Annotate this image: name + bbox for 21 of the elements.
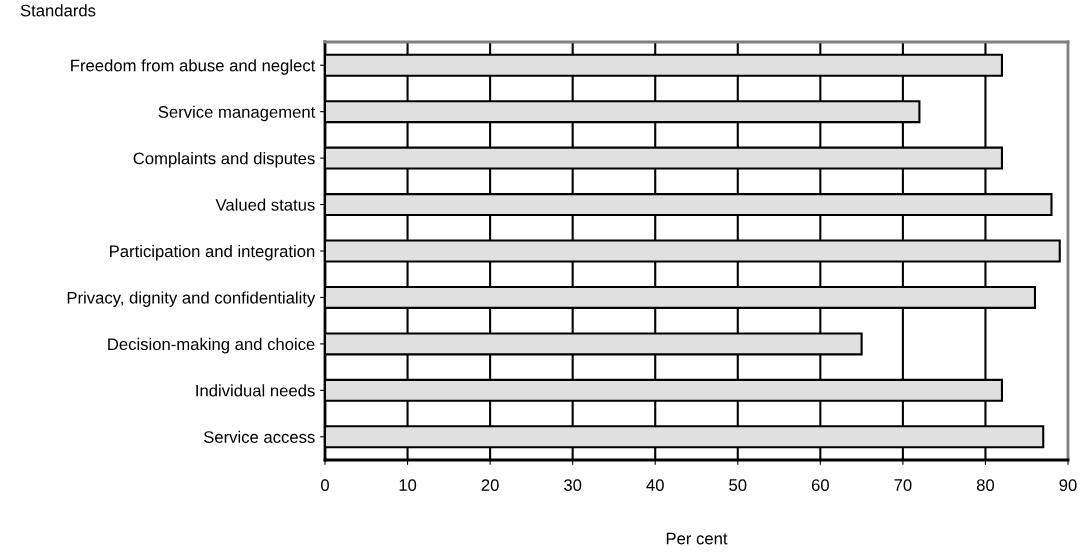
x-tick-label: 90 (1059, 479, 1077, 491)
y-tick-label: Service access (203, 430, 315, 443)
x-tick-label: 60 (811, 479, 829, 491)
x-tick-label: 20 (481, 479, 499, 491)
x-tick-label: 30 (564, 479, 582, 491)
x-tick-label: 0 (321, 479, 329, 491)
y-tick-label: Participation and integration (110, 244, 315, 261)
x-axis-title: Per cent (666, 532, 728, 545)
y-tick-label: Complaints and disputes (133, 152, 315, 168)
y-tick-label: Decision-making and choice (108, 337, 315, 354)
x-tick-label: 80 (976, 479, 995, 491)
y-axis-title: Standards (20, 4, 96, 17)
x-tick-label: 50 (729, 479, 747, 491)
y-tick-label: Privacy, dignity and confidentiality (67, 291, 316, 307)
x-tick-label: 40 (646, 479, 664, 491)
x-tick-label: 70 (894, 479, 912, 491)
y-tick-label: Individual needs (196, 384, 315, 397)
y-tick-label: Freedom from abuse and neglect (71, 59, 316, 75)
x-tick-label: 10 (399, 479, 417, 491)
y-tick-label: Service management (158, 105, 316, 122)
y-tick-label: Valued status (215, 198, 315, 211)
